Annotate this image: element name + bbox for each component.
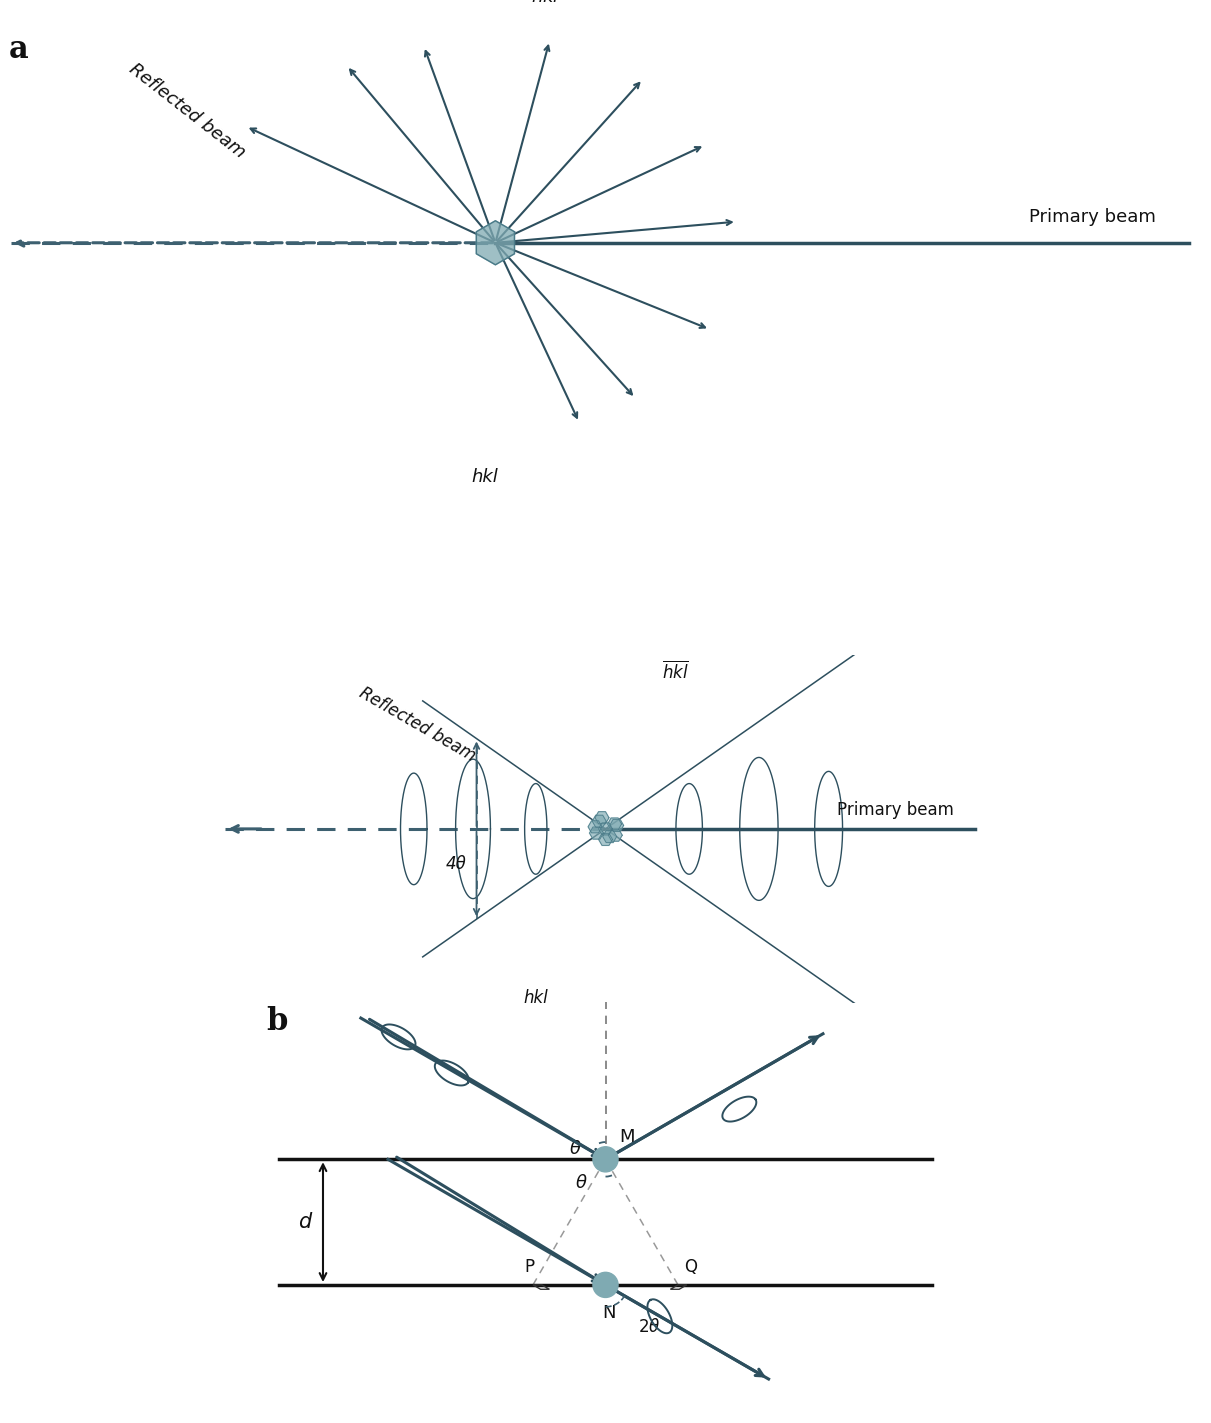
Text: hkl: hkl — [471, 468, 498, 487]
Text: $\theta$: $\theta$ — [569, 1140, 581, 1158]
Text: d: d — [298, 1212, 311, 1232]
Polygon shape — [590, 827, 603, 840]
Polygon shape — [476, 221, 515, 265]
Circle shape — [593, 1147, 618, 1173]
Text: $2\theta$: $2\theta$ — [638, 1318, 660, 1336]
Text: Primary beam: Primary beam — [837, 801, 954, 820]
Polygon shape — [598, 834, 613, 845]
Polygon shape — [595, 811, 609, 824]
Circle shape — [593, 1272, 618, 1298]
Polygon shape — [608, 830, 622, 841]
Polygon shape — [592, 815, 607, 827]
Polygon shape — [609, 820, 624, 831]
Text: $\overline{hkl}$: $\overline{hkl}$ — [530, 0, 559, 6]
Text: Reflected beam: Reflected beam — [126, 60, 248, 162]
Text: Q: Q — [684, 1258, 698, 1276]
Text: $\theta$: $\theta$ — [575, 1174, 589, 1192]
Text: Reflected beam: Reflected beam — [356, 683, 478, 766]
Text: Primary beam: Primary beam — [1029, 208, 1157, 226]
Polygon shape — [603, 831, 616, 842]
Polygon shape — [608, 818, 621, 830]
Text: N: N — [602, 1303, 615, 1322]
Polygon shape — [589, 821, 602, 832]
Text: P: P — [524, 1258, 535, 1276]
Text: $\overline{hkl}$: $\overline{hkl}$ — [662, 660, 689, 683]
Text: M: M — [619, 1127, 635, 1146]
Text: a: a — [8, 34, 29, 64]
Text: 4θ: 4θ — [446, 855, 466, 872]
Text: b: b — [266, 1006, 288, 1036]
Text: hkl: hkl — [523, 989, 549, 1007]
Polygon shape — [598, 822, 613, 835]
